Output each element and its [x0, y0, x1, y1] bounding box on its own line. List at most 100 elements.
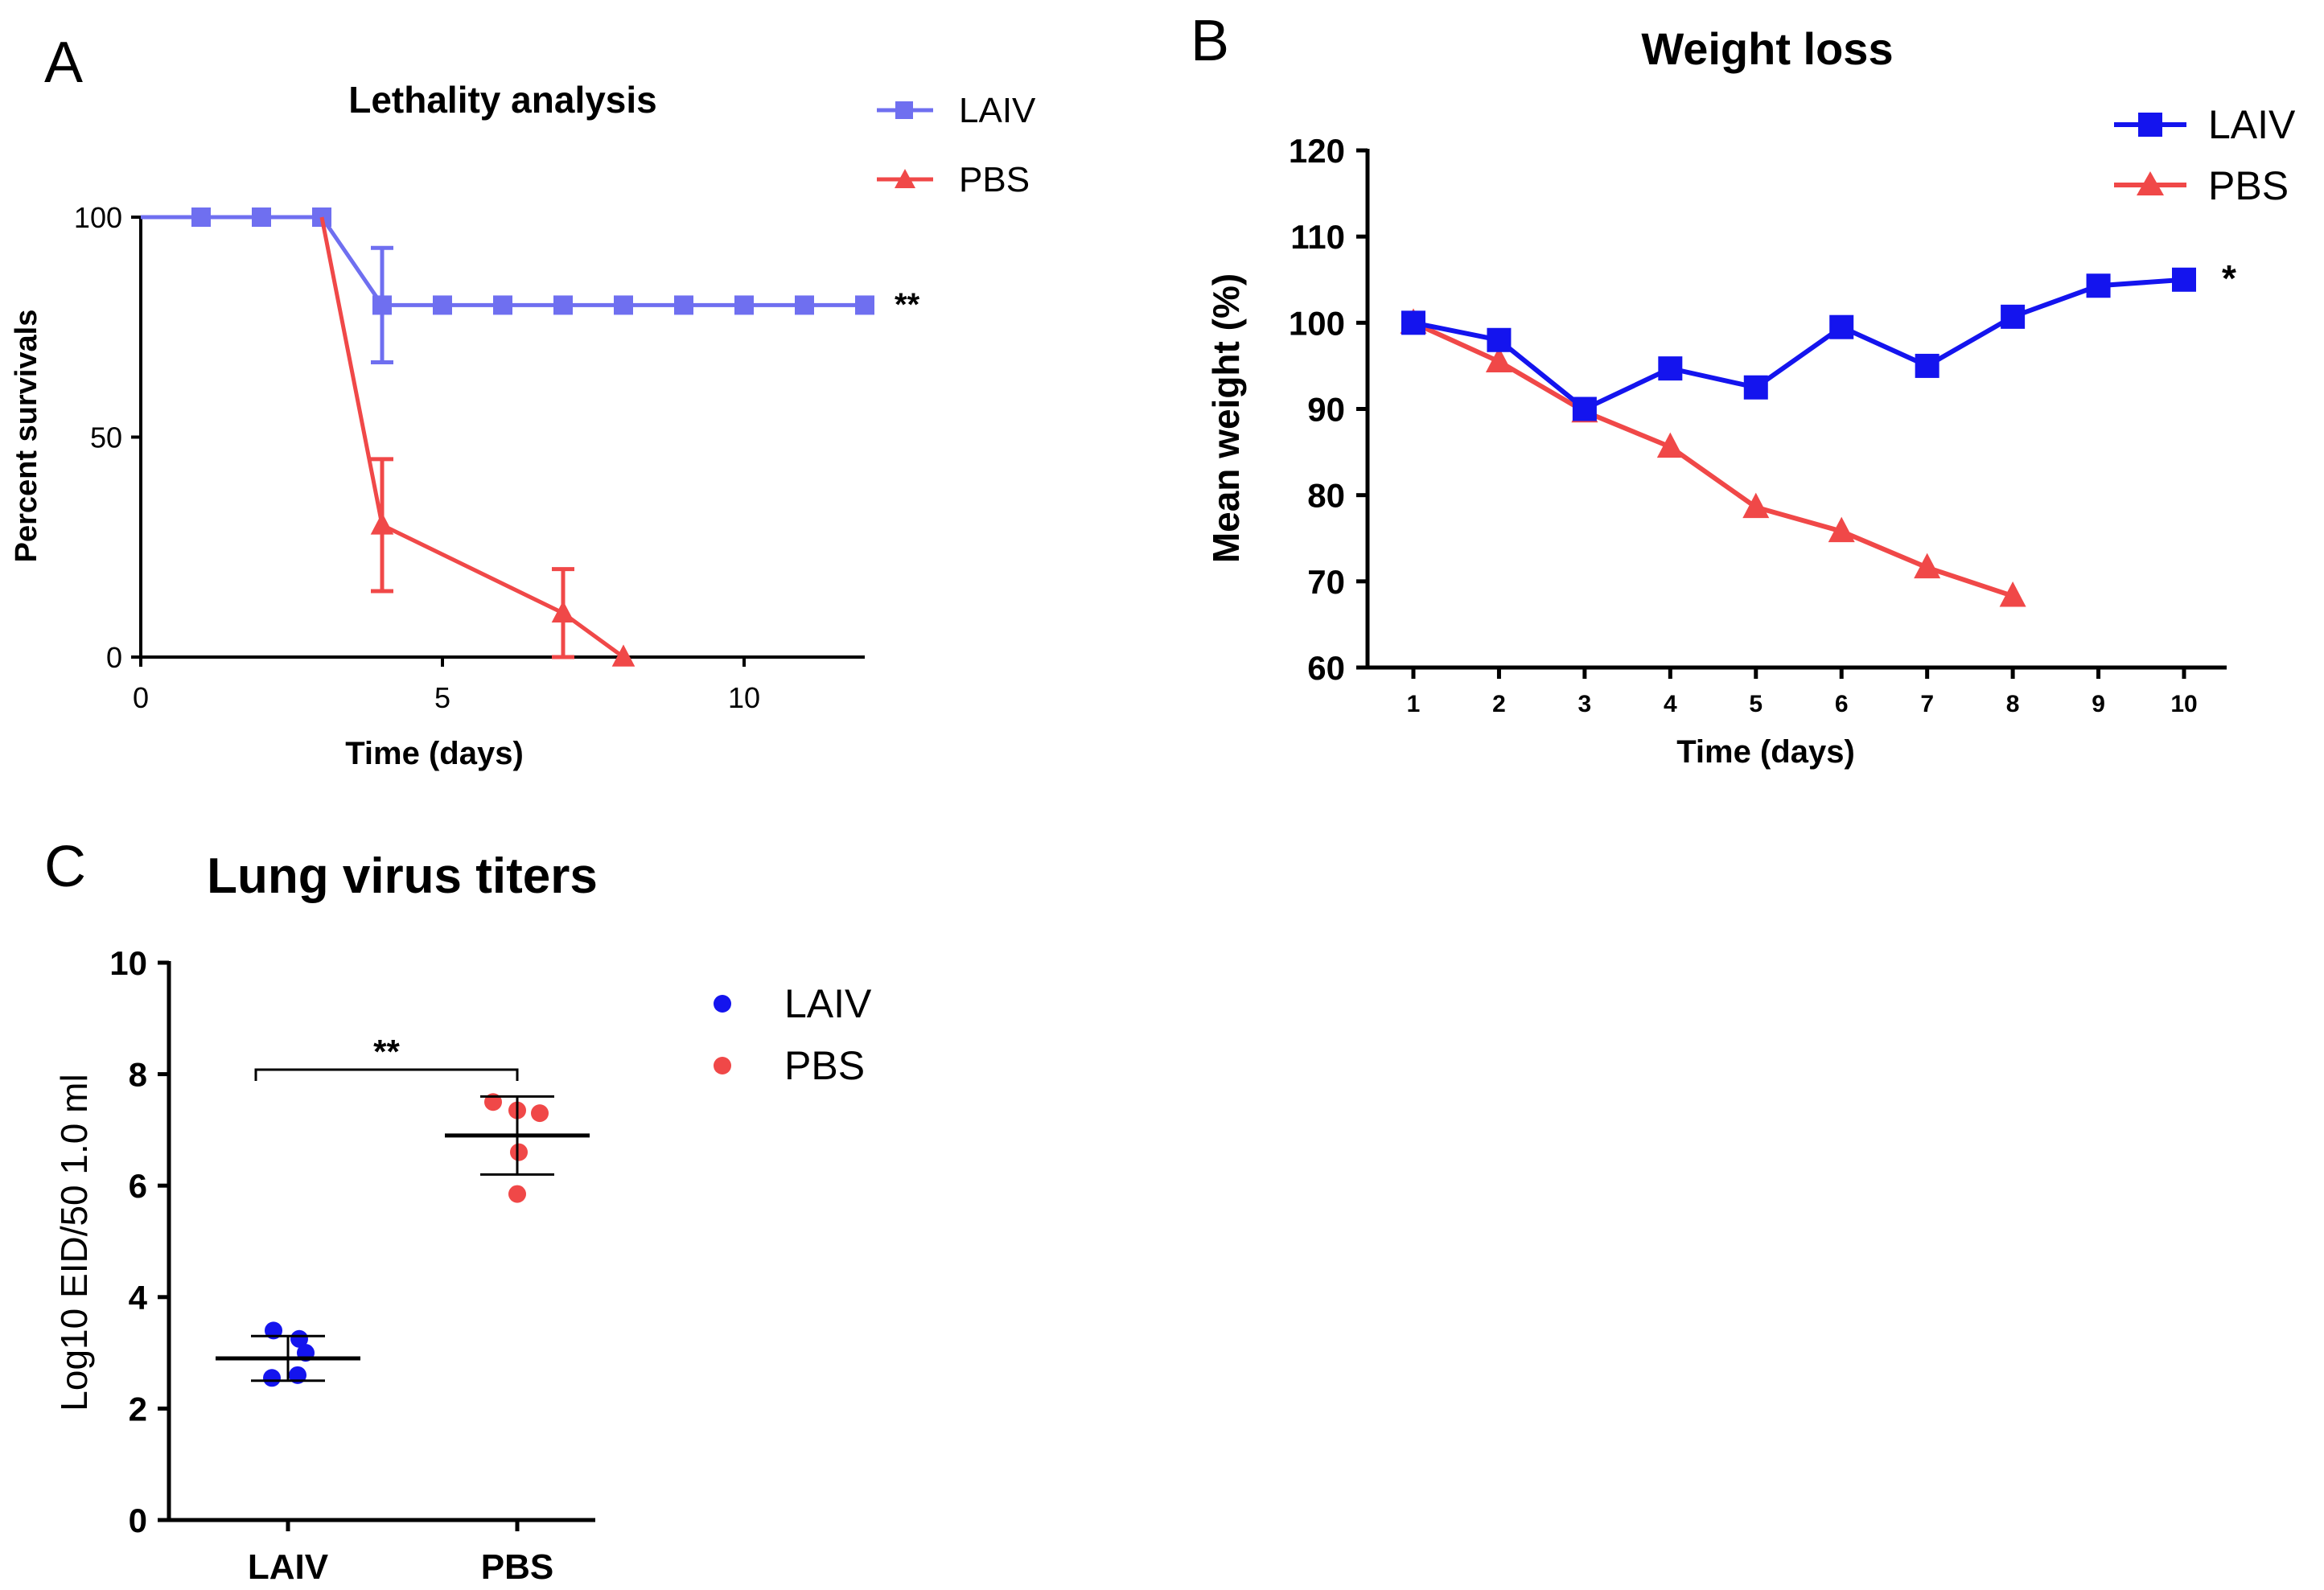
y-tick-label: 100 — [74, 201, 122, 234]
data-point — [1742, 492, 1770, 519]
legend-a-laiv-label: LAIV — [959, 91, 1036, 130]
data-point — [553, 295, 573, 315]
x-tick-label: 5 — [1749, 691, 1763, 717]
data-point — [1915, 353, 1939, 378]
x-tick-label: LAIV — [248, 1547, 329, 1587]
legend-b-pbs-marker — [2137, 171, 2164, 195]
data-point — [1401, 310, 1425, 335]
chart-a-y-ticks: 0 50 100 — [74, 201, 141, 674]
data-point — [1999, 581, 2026, 607]
data-point — [1487, 327, 1512, 352]
chart-b-x-ticks: 1 2 3 4 5 6 7 8 9 10 — [1407, 668, 2198, 717]
data-point — [370, 512, 394, 535]
x-tick-label: 3 — [1578, 691, 1592, 717]
legend-c-laiv-marker — [714, 995, 731, 1013]
panel-label-a: A — [44, 31, 83, 95]
chart-a-legend: LAIV PBS — [877, 91, 1036, 199]
legend-a-pbs-label: PBS — [959, 160, 1030, 199]
legend-c-pbs-label: PBS — [784, 1043, 865, 1088]
chart-b-significance: * — [2222, 257, 2236, 299]
data-point — [1829, 314, 1854, 339]
data-point — [614, 295, 633, 315]
x-tick-label: 6 — [1835, 691, 1849, 717]
y-tick-label: 90 — [1307, 391, 1345, 429]
y-tick-label: 110 — [1290, 218, 1345, 256]
data-point — [2086, 273, 2111, 298]
panel-label-b: B — [1191, 9, 1229, 73]
x-tick-label: 10 — [728, 681, 760, 714]
x-tick-label: 7 — [1920, 691, 1934, 717]
chart-c-x-ticks: LAIV PBS — [248, 1520, 553, 1587]
y-tick-label: 100 — [1289, 304, 1345, 342]
chart-a-title: Lethality analysis — [348, 79, 657, 121]
chart-b-y-label: Mean weight (%) — [1205, 273, 1247, 563]
chart-a-x-ticks: 0 5 10 — [133, 657, 760, 714]
data-point — [611, 644, 636, 667]
data-point — [290, 1329, 308, 1348]
x-tick-label: 4 — [1664, 691, 1677, 717]
data-point — [510, 1143, 528, 1161]
y-tick-label: 0 — [129, 1502, 147, 1539]
chart-c-significance-bracket: ** — [254, 1033, 519, 1081]
chart-c-significance: ** — [373, 1033, 400, 1070]
x-tick-label: 2 — [1492, 691, 1506, 717]
legend-c-laiv-label: LAIV — [784, 981, 872, 1026]
data-point — [1743, 375, 1768, 400]
data-point — [372, 295, 392, 315]
series-pbs-line — [1412, 320, 2014, 598]
chart-c-y-ticks: 0 2 4 6 8 10 — [109, 944, 169, 1539]
legend-b-pbs-label: PBS — [2208, 163, 2289, 208]
data-point — [1828, 516, 1855, 543]
y-tick-label: 120 — [1289, 132, 1345, 170]
y-tick-label: 8 — [129, 1056, 147, 1094]
data-point — [855, 295, 874, 315]
chart-b-x-label: Time (days) — [1676, 734, 1855, 770]
series-laiv-line — [141, 215, 865, 307]
series-laiv-line — [1413, 277, 2185, 413]
x-tick-label: 0 — [133, 681, 149, 714]
panel-c: C Lung virus titers 0 2 4 6 8 10 LAIV PBS Log1… — [44, 835, 872, 1587]
y-tick-label: 4 — [129, 1279, 148, 1317]
chart-a-series — [141, 207, 874, 667]
x-tick-label: 1 — [1407, 691, 1421, 717]
data-point — [795, 295, 814, 315]
x-tick-label: PBS — [481, 1547, 553, 1587]
legend-c-pbs-marker — [714, 1057, 731, 1074]
legend-a-laiv-marker — [895, 101, 913, 119]
data-point — [1914, 553, 1941, 579]
x-tick-label: 10 — [2170, 691, 2197, 717]
data-point — [1485, 347, 1512, 373]
legend-b-laiv-marker — [2138, 113, 2162, 137]
data-point — [1658, 356, 1683, 381]
y-tick-label: 6 — [129, 1167, 147, 1205]
y-tick-label: 80 — [1307, 477, 1345, 515]
data-point — [674, 295, 693, 315]
data-point — [2001, 304, 2026, 329]
x-tick-label: 9 — [2092, 691, 2105, 717]
y-tick-label: 50 — [90, 421, 122, 454]
y-tick-label: 2 — [129, 1390, 147, 1428]
data-point — [2172, 267, 2196, 292]
chart-b-title: Weight loss — [1641, 23, 1893, 74]
panel-label-c: C — [44, 835, 86, 899]
chart-b-legend: LAIV PBS — [2114, 102, 2296, 208]
chart-a-significance: ** — [895, 287, 920, 323]
chart-c-series — [216, 1093, 590, 1387]
data-point — [1656, 432, 1684, 458]
x-tick-label: 8 — [2006, 691, 2020, 717]
significance-bracket — [254, 1068, 519, 1081]
chart-c-title: Lung virus titers — [207, 848, 598, 904]
x-tick-label: 5 — [434, 681, 450, 714]
legend-b-laiv-label: LAIV — [2208, 102, 2296, 147]
data-point — [252, 207, 271, 227]
data-point — [734, 295, 754, 315]
data-point — [551, 600, 575, 622]
data-point — [191, 207, 211, 227]
data-point — [1572, 396, 1597, 421]
chart-b-series — [1400, 267, 2196, 607]
data-point — [433, 295, 452, 315]
chart-a-x-label: Time (days) — [345, 736, 524, 771]
legend-a-pbs-marker — [895, 169, 915, 188]
data-point — [531, 1104, 549, 1123]
